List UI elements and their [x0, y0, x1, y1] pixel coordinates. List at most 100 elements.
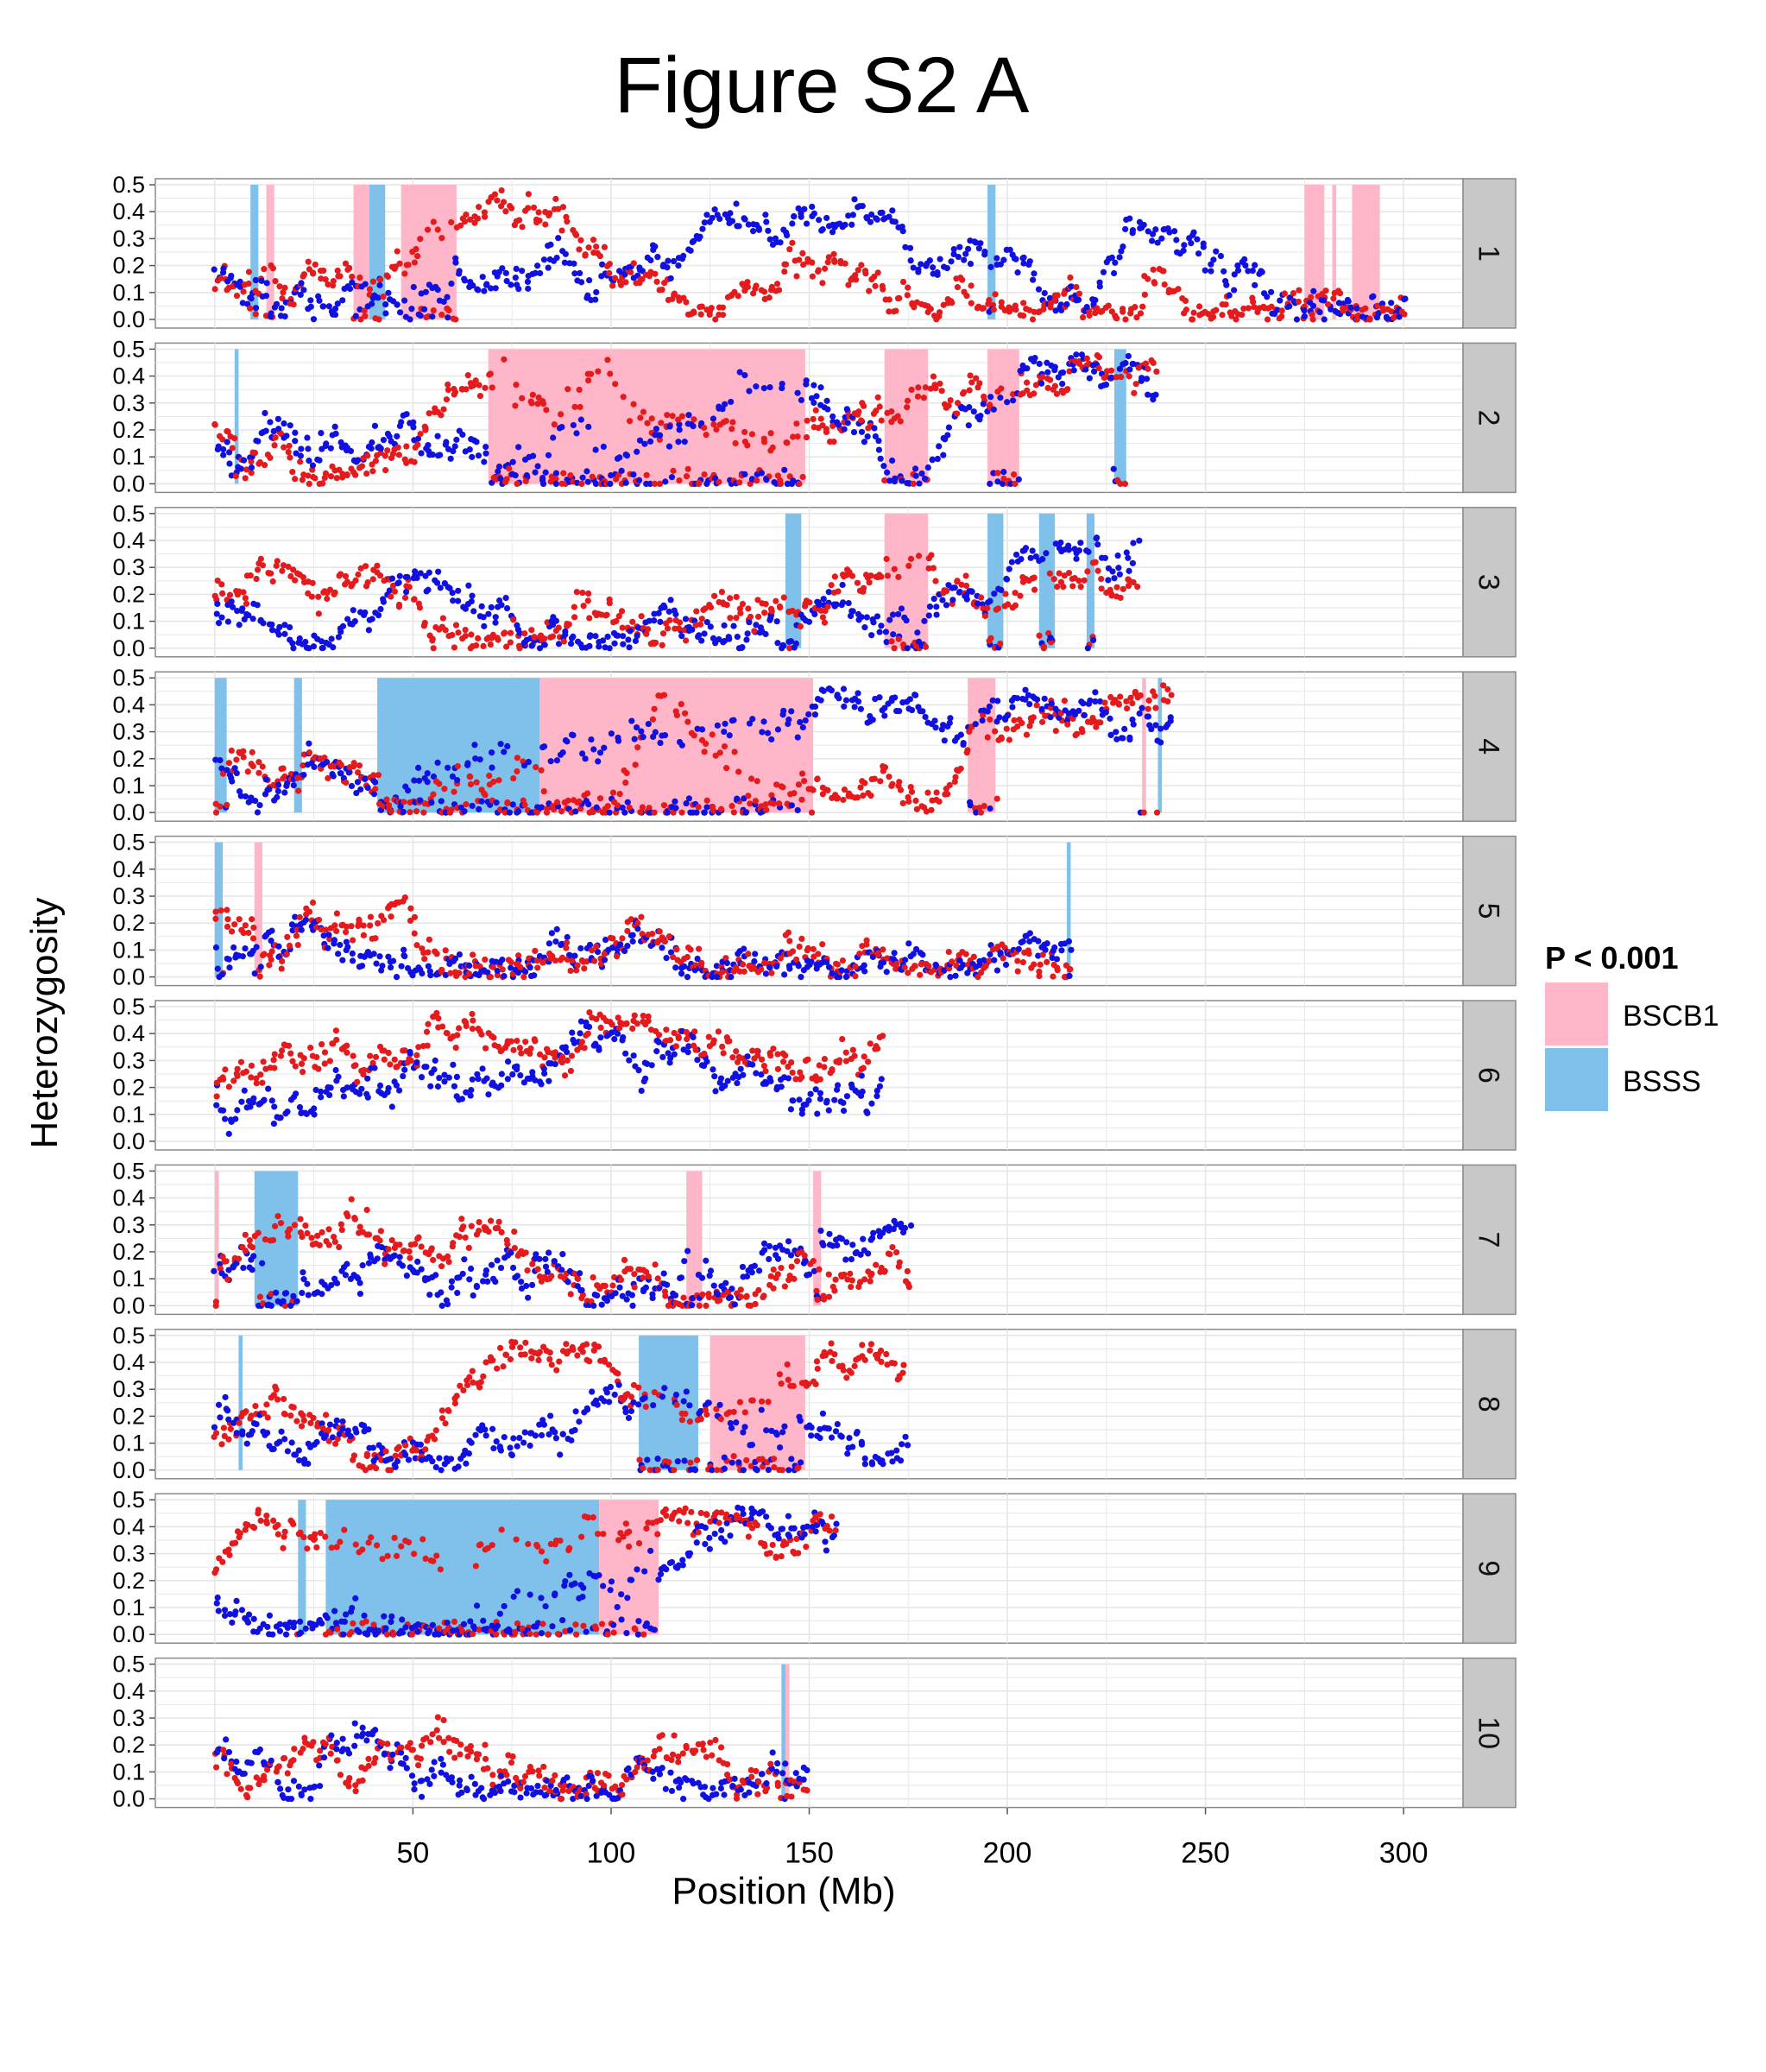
data-point: [821, 619, 829, 626]
data-point: [259, 763, 266, 770]
data-point: [576, 246, 583, 253]
data-point: [268, 1097, 275, 1104]
data-point: [574, 962, 581, 969]
data-point: [440, 298, 447, 306]
data-point: [308, 1235, 315, 1241]
data-point: [425, 442, 432, 449]
data-point: [225, 1083, 232, 1090]
data-point: [1379, 305, 1386, 312]
data-point: [593, 943, 600, 950]
data-point: [1113, 584, 1120, 591]
data-point: [455, 597, 462, 604]
region-bscb1: [539, 678, 814, 813]
data-point: [855, 204, 861, 211]
data-point: [945, 948, 952, 956]
data-point: [217, 803, 224, 810]
data-point: [1113, 315, 1120, 322]
data-point: [1268, 288, 1275, 295]
data-point: [558, 941, 564, 949]
data-point: [401, 1047, 408, 1054]
data-point: [348, 782, 356, 790]
data-point: [796, 1096, 803, 1103]
data-point: [729, 419, 736, 426]
data-point: [533, 957, 540, 964]
data-point: [550, 434, 557, 441]
data-point: [234, 1072, 241, 1079]
data-point: [601, 957, 609, 963]
data-point: [1234, 262, 1241, 269]
data-point: [249, 762, 256, 770]
data-point: [734, 1079, 741, 1087]
data-point: [888, 408, 895, 415]
data-point: [1036, 360, 1043, 368]
data-point: [287, 572, 294, 580]
data-point: [943, 602, 950, 609]
data-point: [634, 448, 640, 455]
data-point: [306, 749, 313, 756]
data-point: [753, 282, 760, 289]
data-point: [453, 1073, 461, 1081]
data-point: [498, 1071, 505, 1077]
data-point: [1067, 966, 1074, 973]
y-tick-label: 0.4: [112, 1020, 145, 1046]
data-point: [298, 280, 305, 287]
data-point: [522, 969, 529, 976]
data-point: [441, 1071, 448, 1078]
data-point: [707, 603, 715, 611]
data-point: [1092, 698, 1099, 705]
data-point: [268, 938, 274, 944]
data-point: [948, 258, 955, 265]
data-point: [1039, 951, 1046, 958]
data-point: [786, 938, 793, 944]
data-point: [411, 596, 418, 603]
data-point: [552, 1054, 558, 1061]
data-point: [653, 1048, 660, 1055]
data-point: [619, 935, 626, 942]
data-point: [975, 245, 982, 252]
data-point: [552, 195, 559, 202]
data-point: [380, 596, 387, 603]
data-point: [339, 957, 346, 963]
data-point: [406, 584, 413, 591]
data-point: [369, 278, 377, 285]
data-point: [212, 908, 219, 915]
data-point: [468, 1087, 475, 1094]
data-point: [449, 631, 456, 639]
data-point: [592, 296, 599, 303]
data-point: [659, 944, 665, 951]
data-point: [994, 470, 1001, 477]
data-point: [829, 1067, 836, 1074]
data-point: [1316, 308, 1323, 316]
data-point: [564, 933, 571, 941]
data-point: [576, 798, 583, 805]
data-point: [558, 423, 565, 431]
data-point: [645, 720, 652, 728]
data-point: [262, 1236, 268, 1243]
y-tick-label: 0.4: [112, 527, 145, 553]
data-point: [233, 769, 240, 777]
data-point: [927, 385, 934, 392]
data-point: [573, 231, 580, 239]
data-point: [628, 717, 635, 724]
data-point: [1051, 363, 1058, 370]
data-point: [430, 218, 437, 225]
data-point: [433, 950, 440, 957]
data-point: [435, 568, 442, 575]
data-point: [944, 432, 951, 439]
data-point: [780, 707, 787, 714]
data-point: [501, 356, 508, 363]
data-point: [286, 942, 293, 950]
data-point: [1107, 693, 1114, 701]
data-point: [1020, 254, 1027, 261]
data-point: [377, 605, 384, 613]
data-point: [817, 1096, 823, 1102]
data-point: [636, 437, 644, 444]
data-point: [1054, 584, 1061, 591]
data-point: [1148, 725, 1155, 733]
data-point: [280, 765, 287, 772]
data-point: [607, 370, 614, 377]
data-point: [391, 1252, 398, 1259]
data-point: [458, 1216, 465, 1222]
data-point: [719, 969, 726, 976]
data-point: [1101, 554, 1109, 561]
